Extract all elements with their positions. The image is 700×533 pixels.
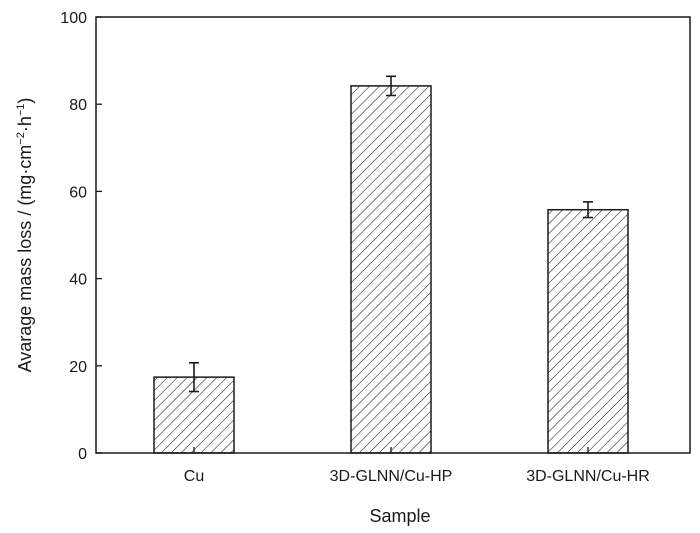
y-axis-title-main: Avarage mass loss / (mg·cm (15, 145, 35, 373)
y-tick-label-100: 100 (60, 10, 87, 27)
y-axis-title-sup1: −2 (15, 132, 27, 145)
plot-frame (95, 16, 691, 454)
y-tick-label-20: 20 (69, 359, 87, 376)
x-tick-label-Cu: Cu (184, 468, 204, 485)
x-axis-title: Sample (369, 506, 430, 526)
y-tick-label-40: 40 (69, 272, 87, 289)
bar-3D-GLNN/Cu-HR (547, 208, 629, 454)
y-axis-title-end: ) (15, 98, 35, 104)
y-axis-title-sup2: −1 (15, 104, 27, 117)
x-tick-label-3D-GLNN/Cu-HP: 3D-GLNN/Cu-HP (330, 468, 453, 485)
y-tick-label-80: 80 (69, 97, 87, 114)
y-axis-title-mid: ·h (15, 116, 35, 132)
y-axis-title: Avarage mass loss / (mg·cm−2·h−1) (15, 98, 35, 373)
y-tick-label-0: 0 (78, 446, 87, 463)
bar-3D-GLNN/Cu-HP (350, 85, 432, 454)
plot-area (153, 75, 629, 454)
x-tick-label-3D-GLNN/Cu-HR: 3D-GLNN/Cu-HR (526, 468, 650, 485)
axes: 0 20 40 60 80 100 Cu 3D-GLNN/Cu-HP 3D-GLNN/Cu-HR (60, 10, 691, 485)
y-tick-label-60: 60 (69, 184, 87, 201)
